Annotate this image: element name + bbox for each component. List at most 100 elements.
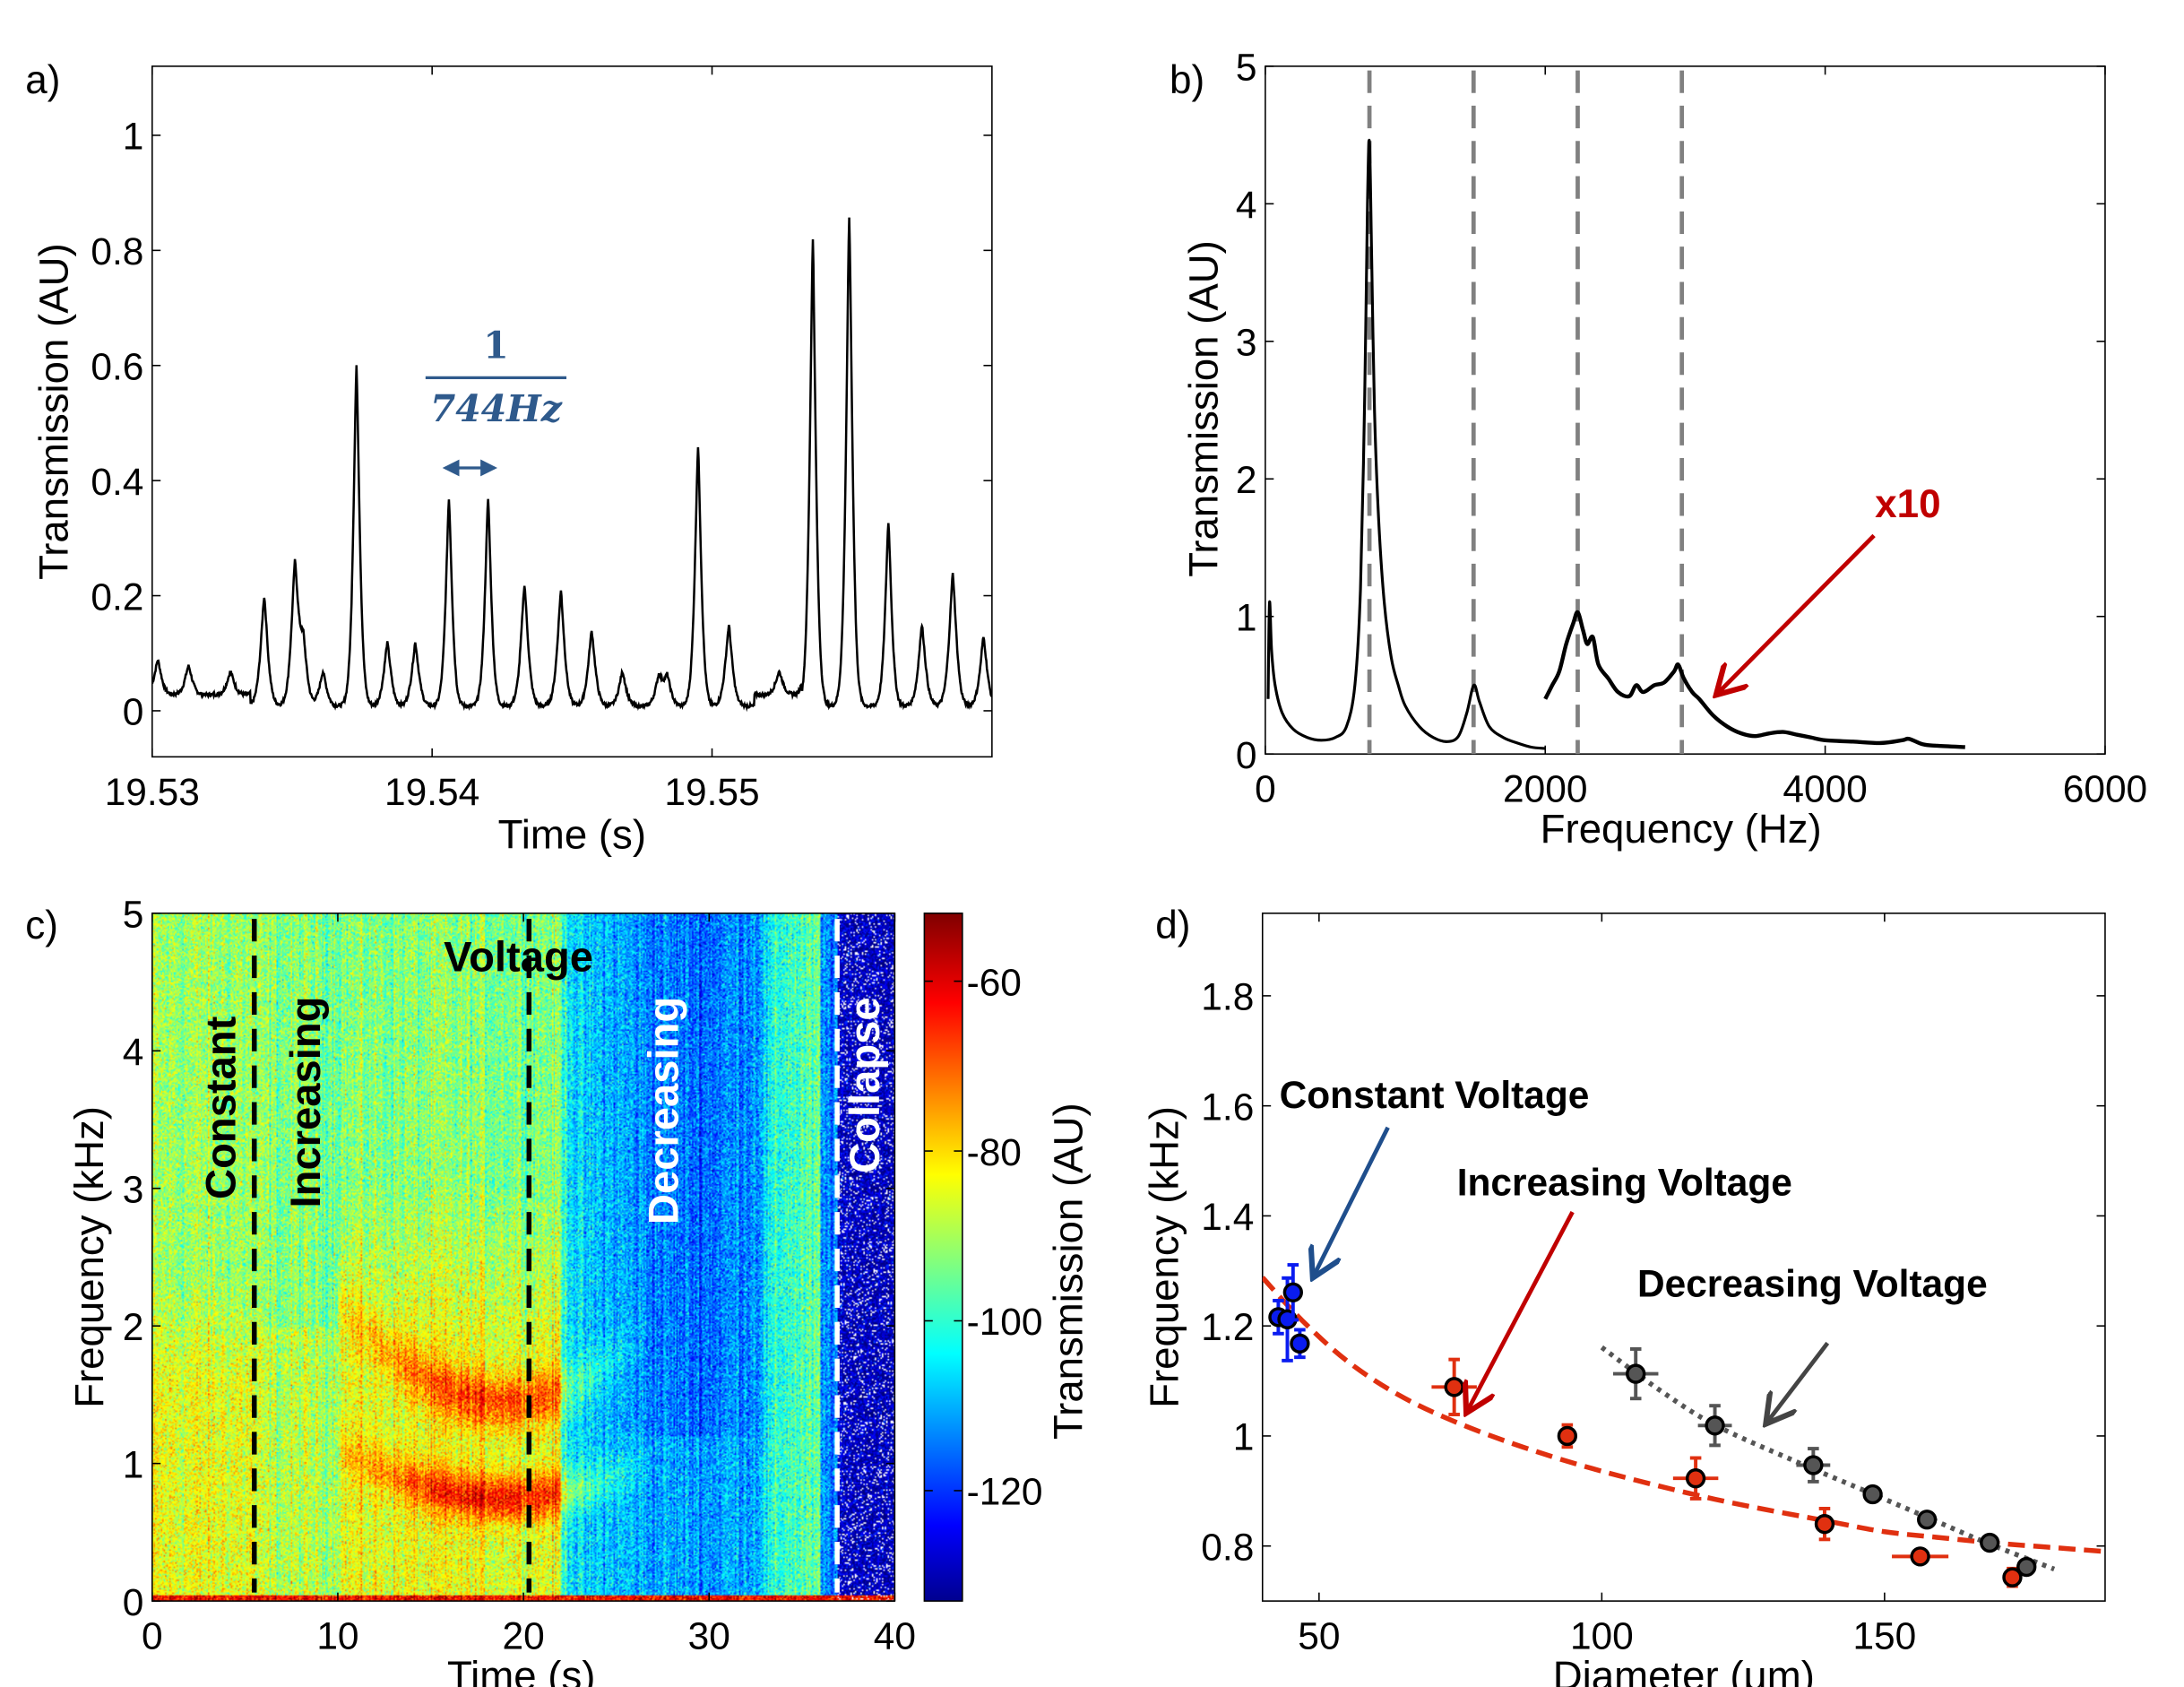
y-tick-label: 0 [123,691,144,733]
panel-label-b: b) [1170,58,1204,102]
increasing-voltage-label: Increasing Voltage [1457,1161,1792,1203]
period-denominator: 744Hz [430,387,563,430]
y-tick-label: 2 [1236,459,1257,501]
x-axis-label: Frequency (Hz) [1541,806,1822,852]
data-point [1282,1263,1303,1322]
y-tick-label: 0.8 [91,230,143,273]
x-tick-label: 4000 [1783,768,1867,810]
marker [1705,1415,1725,1436]
x10-arrow-icon [1719,533,1876,692]
y-axis-label: Frequency (kHz) [66,1106,112,1408]
marker [1814,1513,1835,1535]
marker [1862,1484,1883,1505]
data-point [1917,1510,1938,1530]
panel-c-spectrogram: 0 10 20 30 40 0 1 2 3 4 5 Constant Increasing Volt… [66,894,1092,1687]
label-constant: Constant [197,1016,245,1199]
x-tick-label: 10 [316,1615,358,1657]
marker [1557,1425,1578,1447]
y-tick-label: 1 [1236,596,1257,638]
data-point [1612,1346,1659,1401]
data-point [1862,1484,1883,1505]
y-tick-label: 1.8 [1201,976,1254,1018]
marker [2002,1567,2023,1588]
y-tick-label: 5 [123,894,144,936]
colorbar [923,913,963,1602]
label-collapse: Collapse [841,997,888,1173]
panel-label-a: a) [25,58,60,102]
marker [1290,1333,1310,1354]
x-tick-label: 50 [1298,1615,1340,1657]
y-axis-label: Transmission (AU) [30,243,76,580]
x-tick-label: 0 [1255,768,1276,810]
y-tick-label: 1 [123,1443,144,1485]
x-tick-label: 0 [142,1615,163,1657]
data-point [1980,1532,2000,1553]
increasing-fit-curve [1262,1276,2105,1554]
panel-d-chart: 50 100 150 0.8 1 1.2 1.4 1.6 1.8 Constant Voltag… [1141,913,2106,1687]
x-axis-label: Diameter (μm) [1553,1653,1815,1687]
y-tick-label: 1.6 [1201,1086,1254,1128]
marker [1980,1532,2000,1553]
y-tick-label: 4 [123,1031,144,1073]
panel-a-chart: 19.53 19.54 19.55 0 0.2 0.4 0.6 0.8 1 Time (s) T… [30,65,993,858]
spectrum-line [1266,138,1546,750]
colorbar-tick-label: -80 [967,1131,1022,1173]
decreasing-voltage-label: Decreasing Voltage [1637,1262,1988,1304]
spectrogram-image [151,913,895,1602]
data-point [2002,1566,2023,1588]
colorbar-label: Transmission (AU) [1045,1103,1091,1440]
marker [1803,1455,1824,1475]
y-tick-label: 4 [1236,184,1257,226]
y-tick-label: 0 [123,1581,144,1623]
y-axis-label: Frequency (kHz) [1141,1106,1187,1408]
y-tick-label: 0.2 [91,575,143,618]
panel-label-d: d) [1155,904,1190,947]
constant-voltage-label: Constant Voltage [1280,1074,1590,1116]
decreasing-voltage-arrow-icon [1768,1341,1830,1420]
x-tick-label: 19.53 [105,771,200,813]
colorbar-tick-label: -120 [967,1471,1043,1513]
y-tick-label: 1.2 [1201,1306,1254,1348]
y-tick-label: 0.8 [1201,1526,1254,1568]
x-axis-label: Time (s) [498,812,646,858]
x-axis-label: Time (s) [447,1653,595,1687]
constant-voltage-arrow-icon [1315,1126,1390,1275]
data-point [1892,1546,1949,1567]
x-tick-label: 19.55 [664,771,759,813]
y-tick-label: 1 [1233,1416,1255,1458]
colorbar-tick-label: -100 [967,1301,1043,1343]
x-tick-label: 6000 [2063,768,2147,810]
data-point [1796,1447,1831,1484]
y-tick-label: 5 [1236,47,1257,89]
y-tick-label: 3 [1236,322,1257,364]
x-tick-label: 20 [502,1615,544,1657]
period-numerator: 1 [483,324,508,367]
marker [1282,1282,1303,1302]
transmission-trace [151,217,992,713]
colorbar-tick-label: -60 [967,961,1022,1003]
data-point [1557,1423,1578,1449]
axes-box [1265,65,2106,755]
marker [1910,1546,1930,1567]
panel-label-c: c) [25,904,58,947]
marker [1917,1510,1938,1530]
y-tick-label: 2 [123,1306,144,1348]
y-tick-label: 3 [123,1168,144,1210]
label-voltage: Voltage [444,932,593,980]
increasing-voltage-arrow-icon [1468,1211,1575,1409]
y-tick-label: 0.4 [91,461,143,503]
spectrum-x10-line [1543,610,1965,749]
marker [1626,1363,1646,1384]
panel-b-chart: 0 2000 4000 6000 0 1 2 3 4 5 Frequency (Hz) Trans… [1180,47,2147,852]
marker [1444,1377,1464,1397]
marker [1685,1468,1706,1489]
axes-box [151,65,993,758]
y-tick-label: 0 [1236,734,1257,776]
data-point [1290,1328,1310,1360]
x-tick-label: 40 [874,1615,916,1657]
marker [2016,1556,2037,1578]
y-tick-label: 1 [123,116,144,158]
x-tick-label: 30 [688,1615,730,1657]
data-point [2016,1556,2037,1578]
